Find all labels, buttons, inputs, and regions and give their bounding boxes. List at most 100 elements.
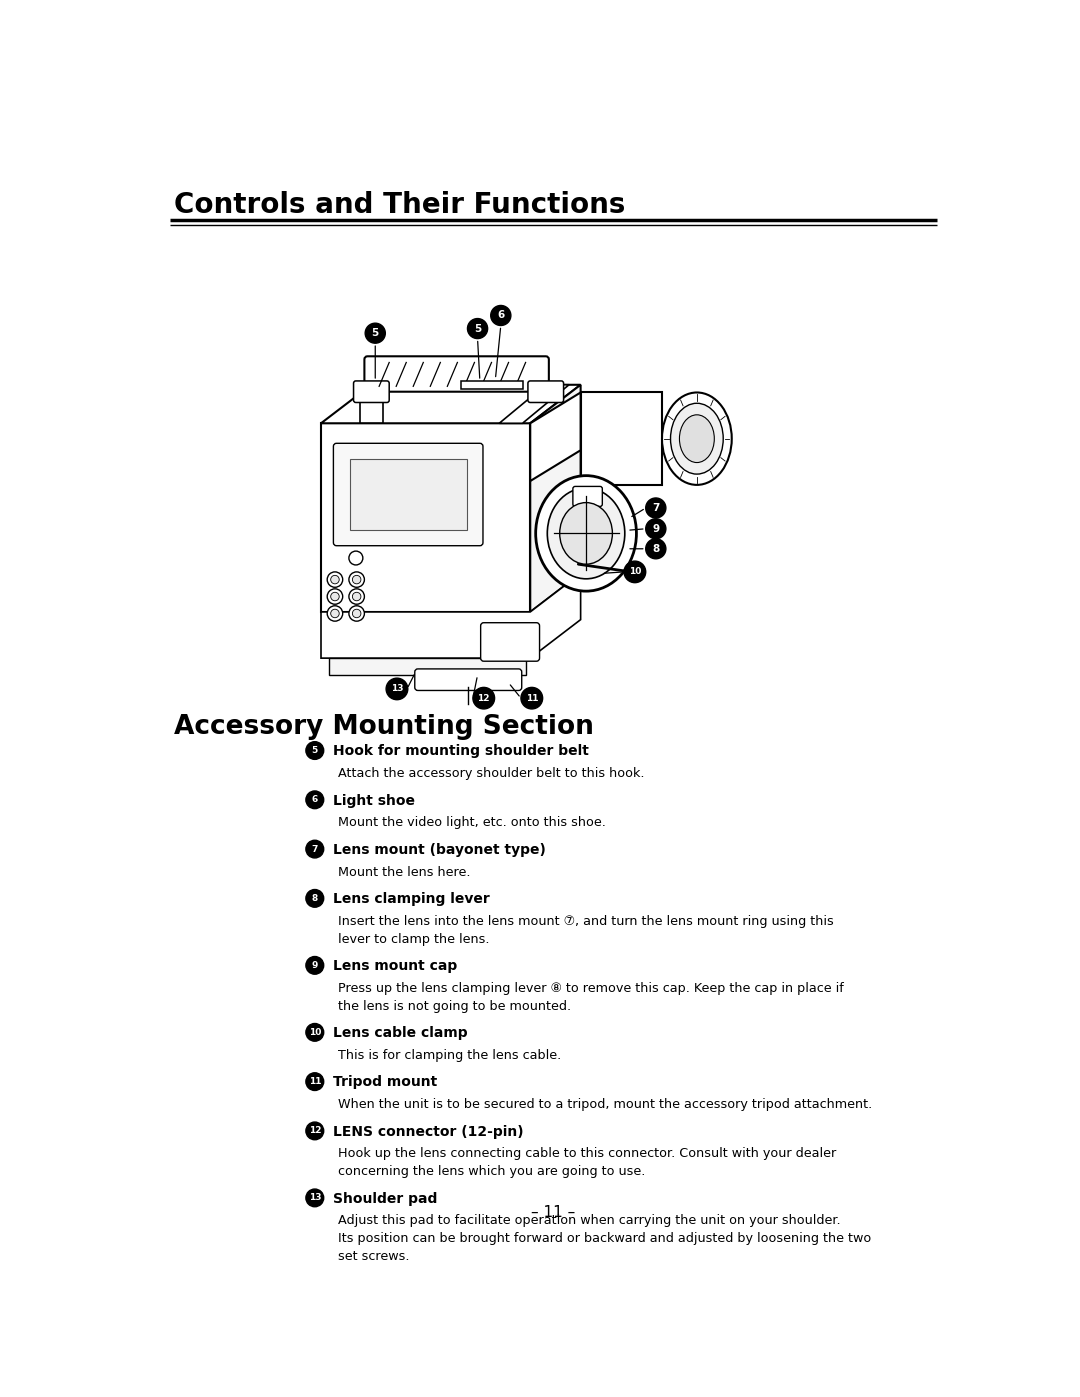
Circle shape: [306, 840, 324, 858]
Circle shape: [521, 687, 542, 708]
Circle shape: [306, 890, 324, 907]
Circle shape: [646, 497, 666, 518]
Text: 7: 7: [312, 845, 318, 854]
Circle shape: [330, 609, 339, 617]
Text: Shoulder pad: Shoulder pad: [333, 1192, 437, 1206]
Text: Press up the lens clamping lever ⑧ to remove this cap. Keep the cap in place if: Press up the lens clamping lever ⑧ to re…: [338, 982, 843, 995]
Text: 7: 7: [652, 503, 660, 513]
Text: 9: 9: [312, 961, 318, 970]
FancyBboxPatch shape: [481, 623, 540, 661]
Text: Lens clamping lever: Lens clamping lever: [333, 893, 489, 907]
Text: 12: 12: [477, 694, 490, 703]
Circle shape: [306, 1073, 324, 1091]
FancyBboxPatch shape: [353, 381, 389, 402]
Ellipse shape: [559, 503, 612, 564]
Polygon shape: [360, 384, 383, 423]
Circle shape: [473, 687, 495, 708]
Text: 11: 11: [526, 694, 538, 703]
Polygon shape: [581, 393, 662, 485]
Circle shape: [468, 319, 488, 338]
Circle shape: [646, 539, 666, 559]
Text: This is for clamping the lens cable.: This is for clamping the lens cable.: [338, 1049, 562, 1062]
Text: Light shoe: Light shoe: [333, 793, 415, 807]
Text: 11: 11: [309, 1077, 321, 1085]
FancyBboxPatch shape: [350, 460, 467, 531]
Text: 12: 12: [309, 1126, 321, 1136]
FancyBboxPatch shape: [334, 443, 483, 546]
Circle shape: [330, 576, 339, 584]
Circle shape: [365, 323, 386, 344]
Text: set screws.: set screws.: [338, 1250, 409, 1263]
Text: 10: 10: [629, 567, 642, 577]
Polygon shape: [321, 573, 581, 658]
Circle shape: [352, 592, 361, 601]
Text: 8: 8: [312, 894, 318, 902]
Text: 5: 5: [372, 328, 379, 338]
Text: Hook for mounting shoulder belt: Hook for mounting shoulder belt: [333, 745, 589, 759]
Text: Tripod mount: Tripod mount: [333, 1076, 437, 1090]
Circle shape: [327, 588, 342, 605]
Circle shape: [306, 1189, 324, 1207]
Text: the lens is not going to be mounted.: the lens is not going to be mounted.: [338, 1000, 571, 1013]
Text: 13: 13: [309, 1193, 321, 1203]
Text: 5: 5: [474, 324, 482, 334]
Text: Lens mount cap: Lens mount cap: [333, 960, 457, 974]
Circle shape: [352, 609, 361, 617]
Text: 5: 5: [312, 746, 318, 754]
Circle shape: [349, 550, 363, 564]
Circle shape: [352, 576, 361, 584]
Text: Lens mount (bayonet type): Lens mount (bayonet type): [333, 842, 545, 856]
Text: Mount the lens here.: Mount the lens here.: [338, 866, 471, 879]
Text: – 11 –: – 11 –: [531, 1206, 576, 1220]
Text: Insert the lens into the lens mount ⑦, and turn the lens mount ring using this: Insert the lens into the lens mount ⑦, a…: [338, 915, 834, 928]
Text: Its position can be brought forward or backward and adjusted by loosening the tw: Its position can be brought forward or b…: [338, 1232, 872, 1245]
Circle shape: [306, 957, 324, 974]
FancyBboxPatch shape: [415, 669, 522, 690]
Ellipse shape: [679, 415, 714, 462]
Ellipse shape: [662, 393, 732, 485]
FancyBboxPatch shape: [364, 356, 549, 391]
Circle shape: [490, 306, 511, 326]
Polygon shape: [530, 384, 581, 612]
Polygon shape: [530, 393, 581, 481]
Text: 9: 9: [652, 524, 660, 534]
Circle shape: [327, 571, 342, 587]
Circle shape: [386, 678, 408, 700]
Text: Hook up the lens connecting cable to this connector. Consult with your dealer: Hook up the lens connecting cable to thi…: [338, 1147, 836, 1161]
Ellipse shape: [671, 404, 724, 474]
Text: Attach the accessory shoulder belt to this hook.: Attach the accessory shoulder belt to th…: [338, 767, 645, 780]
Text: Controls and Their Functions: Controls and Their Functions: [174, 191, 625, 219]
Ellipse shape: [548, 488, 625, 578]
Text: Mount the video light, etc. onto this shoe.: Mount the video light, etc. onto this sh…: [338, 816, 606, 830]
Circle shape: [306, 742, 324, 760]
Text: Adjust this pad to facilitate operation when carrying the unit on your shoulder.: Adjust this pad to facilitate operation …: [338, 1214, 840, 1228]
Text: 8: 8: [652, 543, 660, 553]
Circle shape: [306, 1122, 324, 1140]
Text: LENS connector (12-pin): LENS connector (12-pin): [333, 1125, 523, 1139]
FancyBboxPatch shape: [460, 381, 523, 388]
Text: Lens cable clamp: Lens cable clamp: [333, 1027, 468, 1041]
Ellipse shape: [536, 475, 636, 591]
Text: When the unit is to be secured to a tripod, mount the accessory tripod attachmen: When the unit is to be secured to a trip…: [338, 1098, 873, 1111]
Text: concerning the lens which you are going to use.: concerning the lens which you are going …: [338, 1165, 646, 1178]
Circle shape: [330, 592, 339, 601]
Text: lever to clamp the lens.: lever to clamp the lens.: [338, 933, 489, 946]
Circle shape: [306, 791, 324, 809]
Text: 6: 6: [312, 795, 318, 805]
Polygon shape: [499, 384, 569, 423]
Circle shape: [306, 1024, 324, 1041]
Polygon shape: [321, 423, 530, 612]
Circle shape: [624, 562, 646, 583]
FancyBboxPatch shape: [528, 381, 564, 402]
FancyBboxPatch shape: [572, 486, 603, 507]
Circle shape: [349, 606, 364, 622]
Circle shape: [646, 518, 666, 539]
Text: 13: 13: [391, 685, 403, 693]
Text: Accessory Mounting Section: Accessory Mounting Section: [174, 714, 594, 739]
Circle shape: [327, 606, 342, 622]
Polygon shape: [321, 384, 581, 423]
Text: 10: 10: [309, 1028, 321, 1037]
Circle shape: [349, 571, 364, 587]
Circle shape: [349, 588, 364, 605]
Text: 6: 6: [497, 310, 504, 320]
